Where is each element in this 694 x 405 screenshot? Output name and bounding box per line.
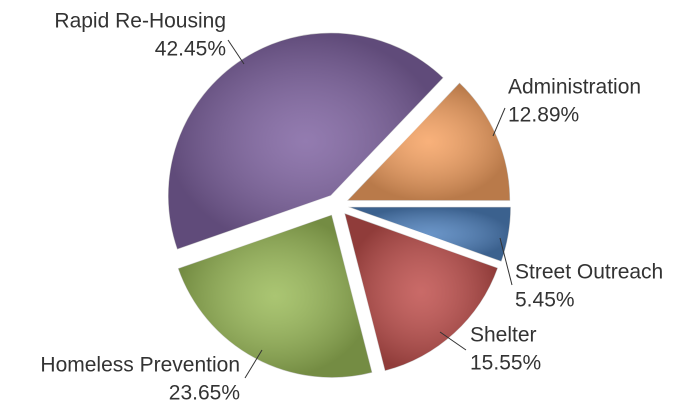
slice-shade [177,214,373,378]
slice-label: Street Outreach [515,261,663,284]
slice-shade [344,213,498,372]
value-label: 12.89% [508,104,579,127]
leader-line [244,349,263,379]
slice-shade [347,82,511,201]
value-label: 42.45% [155,38,226,61]
slice-shade [168,32,444,250]
slice-label: Rapid Re-Housing [54,10,226,33]
slice-label: Homeless Prevention [40,354,240,377]
leader-line [499,237,513,286]
value-label: 5.45% [515,289,575,312]
slice-shade [347,206,511,262]
value-label: 15.55% [470,352,541,375]
leader-line [439,331,467,351]
slice-label: Shelter [470,324,537,347]
leader-line [227,39,245,65]
value-label: 23.65% [169,382,240,405]
slice-label: Administration [508,76,641,99]
leader-line [492,107,506,137]
